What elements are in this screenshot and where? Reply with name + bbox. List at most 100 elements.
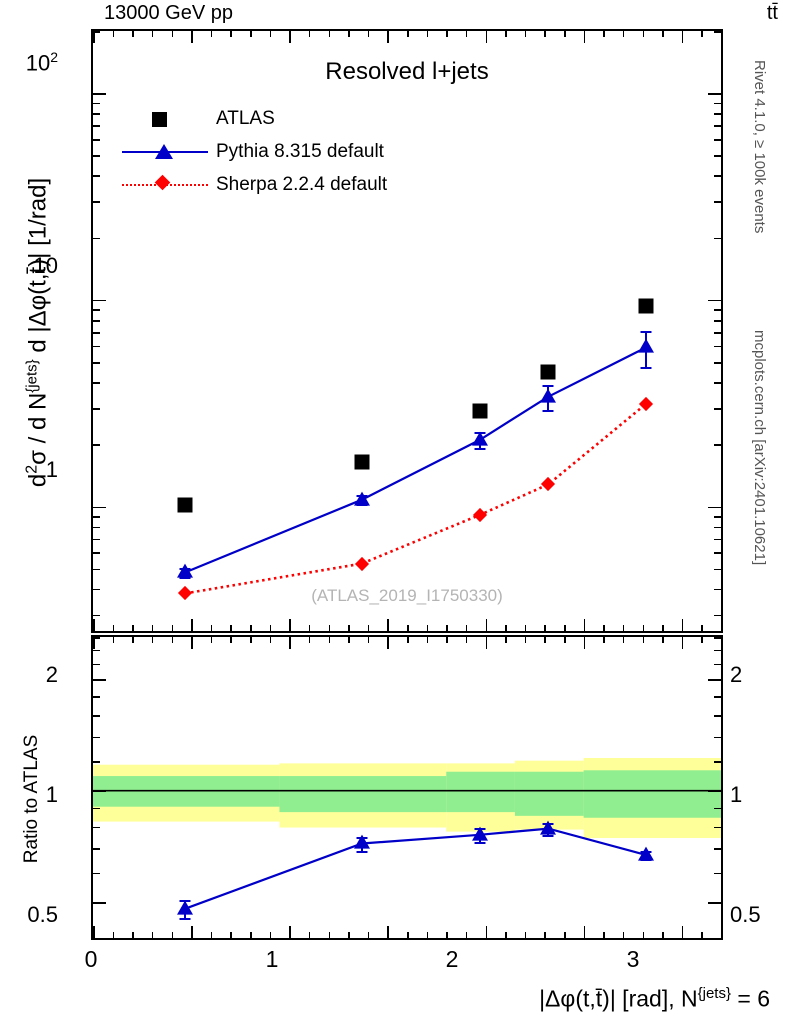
y-tick-right bbox=[714, 362, 721, 364]
main-plot-panel: Resolved l+jets (ATLAS_2019_I1750330) AT… bbox=[91, 29, 723, 633]
legend-label-pythia: Pythia 8.315 default bbox=[216, 141, 384, 162]
ratio-x-tick-top bbox=[250, 637, 252, 643]
x-tick-bottom bbox=[387, 619, 389, 631]
header-process-label: tt̄ bbox=[766, 2, 778, 24]
x-tick-bottom bbox=[426, 625, 429, 631]
ratio-x-tick-bottom bbox=[465, 932, 468, 938]
y-tick-1: 1 bbox=[45, 457, 58, 482]
y-tick-left bbox=[93, 614, 100, 617]
y-tick-left bbox=[93, 538, 100, 541]
x-tick-bottom bbox=[564, 625, 566, 631]
y-tick-right bbox=[714, 588, 721, 591]
ratio-data-point bbox=[177, 900, 194, 915]
error-bar-cap bbox=[542, 384, 554, 387]
x-tick-top bbox=[622, 31, 625, 37]
x-tick-bottom bbox=[367, 625, 370, 631]
x-tick-top bbox=[132, 31, 134, 37]
error-bar-cap bbox=[474, 448, 486, 451]
y-tick-right bbox=[714, 538, 721, 541]
x-tick-bottom bbox=[544, 625, 546, 631]
square-marker-icon bbox=[152, 112, 167, 127]
y-tick-right bbox=[708, 506, 721, 509]
x-tick-bottom bbox=[681, 619, 684, 631]
y-tick-right bbox=[714, 516, 721, 518]
analysis-watermark: (ATLAS_2019_I1750330) bbox=[311, 586, 503, 605]
x-tick-bottom bbox=[662, 625, 664, 631]
ratio-y-tick-right bbox=[714, 848, 721, 850]
x-tick-2: 2 bbox=[445, 946, 459, 972]
ratio-x-tick-bottom bbox=[387, 926, 389, 938]
x-tick-top bbox=[505, 31, 507, 37]
ratio-x-tick-bottom bbox=[622, 932, 625, 938]
ratio-x-tick-bottom bbox=[171, 932, 174, 938]
ratio-x-tick-bottom bbox=[485, 926, 488, 938]
x-tick-bottom bbox=[485, 619, 488, 631]
ratio-y-tick-left bbox=[93, 637, 100, 639]
data-point-atlas bbox=[540, 364, 556, 380]
uncertainty-band-inner-4 bbox=[583, 770, 721, 818]
x-tick-1: 1 bbox=[265, 946, 279, 972]
ratio-y-tick-left bbox=[93, 902, 106, 904]
y-tick-left bbox=[93, 526, 100, 529]
ratio-x-tick-bottom bbox=[112, 932, 115, 938]
ratio-error-bar-cap bbox=[542, 834, 554, 837]
ratio-y-tick-2-right: 2 bbox=[730, 662, 743, 687]
ratio-x-tick-top bbox=[269, 637, 272, 643]
data-point-pythia bbox=[638, 338, 655, 353]
y-tick-left bbox=[93, 93, 106, 95]
x-tick-top bbox=[171, 31, 174, 37]
y-tick-left bbox=[93, 201, 100, 203]
ratio-y-tick-right bbox=[714, 637, 721, 639]
y-tick-left bbox=[93, 139, 100, 141]
ratio-x-tick-top bbox=[112, 637, 115, 643]
y-tick-left bbox=[93, 568, 100, 571]
x-tick-bottom bbox=[622, 625, 625, 631]
ratio-x-tick-top bbox=[93, 637, 95, 649]
ratio-x-tick-bottom bbox=[564, 932, 566, 938]
uncertainty-band-inner-1 bbox=[279, 776, 447, 813]
x-tick-bottom bbox=[328, 625, 331, 631]
x-tick-top bbox=[524, 31, 527, 37]
legend-key-pythia bbox=[122, 141, 208, 163]
x-tick-bottom bbox=[348, 625, 350, 631]
y-tick-left bbox=[93, 345, 100, 348]
ratio-y-tick-right bbox=[708, 679, 721, 681]
ratio-x-tick-bottom bbox=[289, 926, 291, 938]
ratio-plot-panel bbox=[91, 635, 723, 940]
plot-title: Resolved l+jets bbox=[325, 58, 489, 85]
ratio-y-tick-right bbox=[714, 761, 721, 763]
ratio-x-tick-bottom bbox=[348, 932, 350, 938]
ratio-y-tick-right bbox=[708, 902, 721, 904]
ratio-y-tick-right bbox=[714, 807, 721, 810]
y-tick-left bbox=[93, 362, 100, 364]
ratio-x-tick-bottom bbox=[367, 932, 370, 938]
y-axis-label: d2σ / d N{jets} d |Δφ(t,t̄)| [1/rad] bbox=[23, 177, 52, 488]
main-series-svg bbox=[184, 346, 648, 595]
x-tick-top bbox=[230, 31, 232, 37]
y-tick-left bbox=[93, 552, 100, 554]
ratio-y-tick-05-right: 0.5 bbox=[730, 902, 761, 927]
series-line-pythia bbox=[184, 346, 647, 574]
y-tick-left bbox=[93, 506, 106, 509]
y-tick-right bbox=[714, 444, 721, 446]
ratio-y-tick-left bbox=[93, 696, 100, 698]
ratio-x-tick-bottom bbox=[230, 932, 232, 938]
x-tick-top bbox=[407, 31, 409, 37]
x-tick-bottom bbox=[289, 619, 291, 631]
ratio-y-tick-left bbox=[93, 872, 100, 875]
x-tick-bottom bbox=[112, 625, 115, 631]
y-tick-left bbox=[93, 31, 100, 33]
x-tick-bottom bbox=[524, 625, 527, 631]
ratio-x-tick-bottom bbox=[505, 932, 507, 938]
ratio-x-tick-bottom bbox=[269, 932, 272, 938]
x-tick-top bbox=[269, 31, 272, 37]
y-tick-right bbox=[714, 568, 721, 571]
mcplots-source-label: mcplots.cern.ch [arXiv:2401.10621] bbox=[751, 330, 768, 566]
legend-label-atlas: ATLAS bbox=[216, 108, 275, 129]
ratio-x-tick-top bbox=[171, 637, 174, 643]
x-tick-top bbox=[564, 31, 566, 37]
ratio-x-tick-top bbox=[681, 637, 684, 649]
y-tick-right bbox=[714, 237, 721, 240]
ratio-x-tick-bottom bbox=[603, 932, 605, 938]
ratio-y-tick-right bbox=[714, 826, 721, 829]
